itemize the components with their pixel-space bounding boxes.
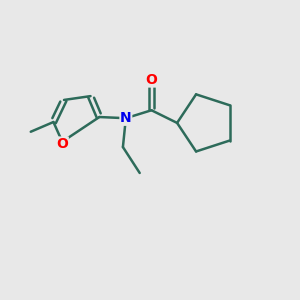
Text: O: O [56,137,68,151]
Text: O: O [146,73,158,87]
Text: N: N [120,111,132,125]
